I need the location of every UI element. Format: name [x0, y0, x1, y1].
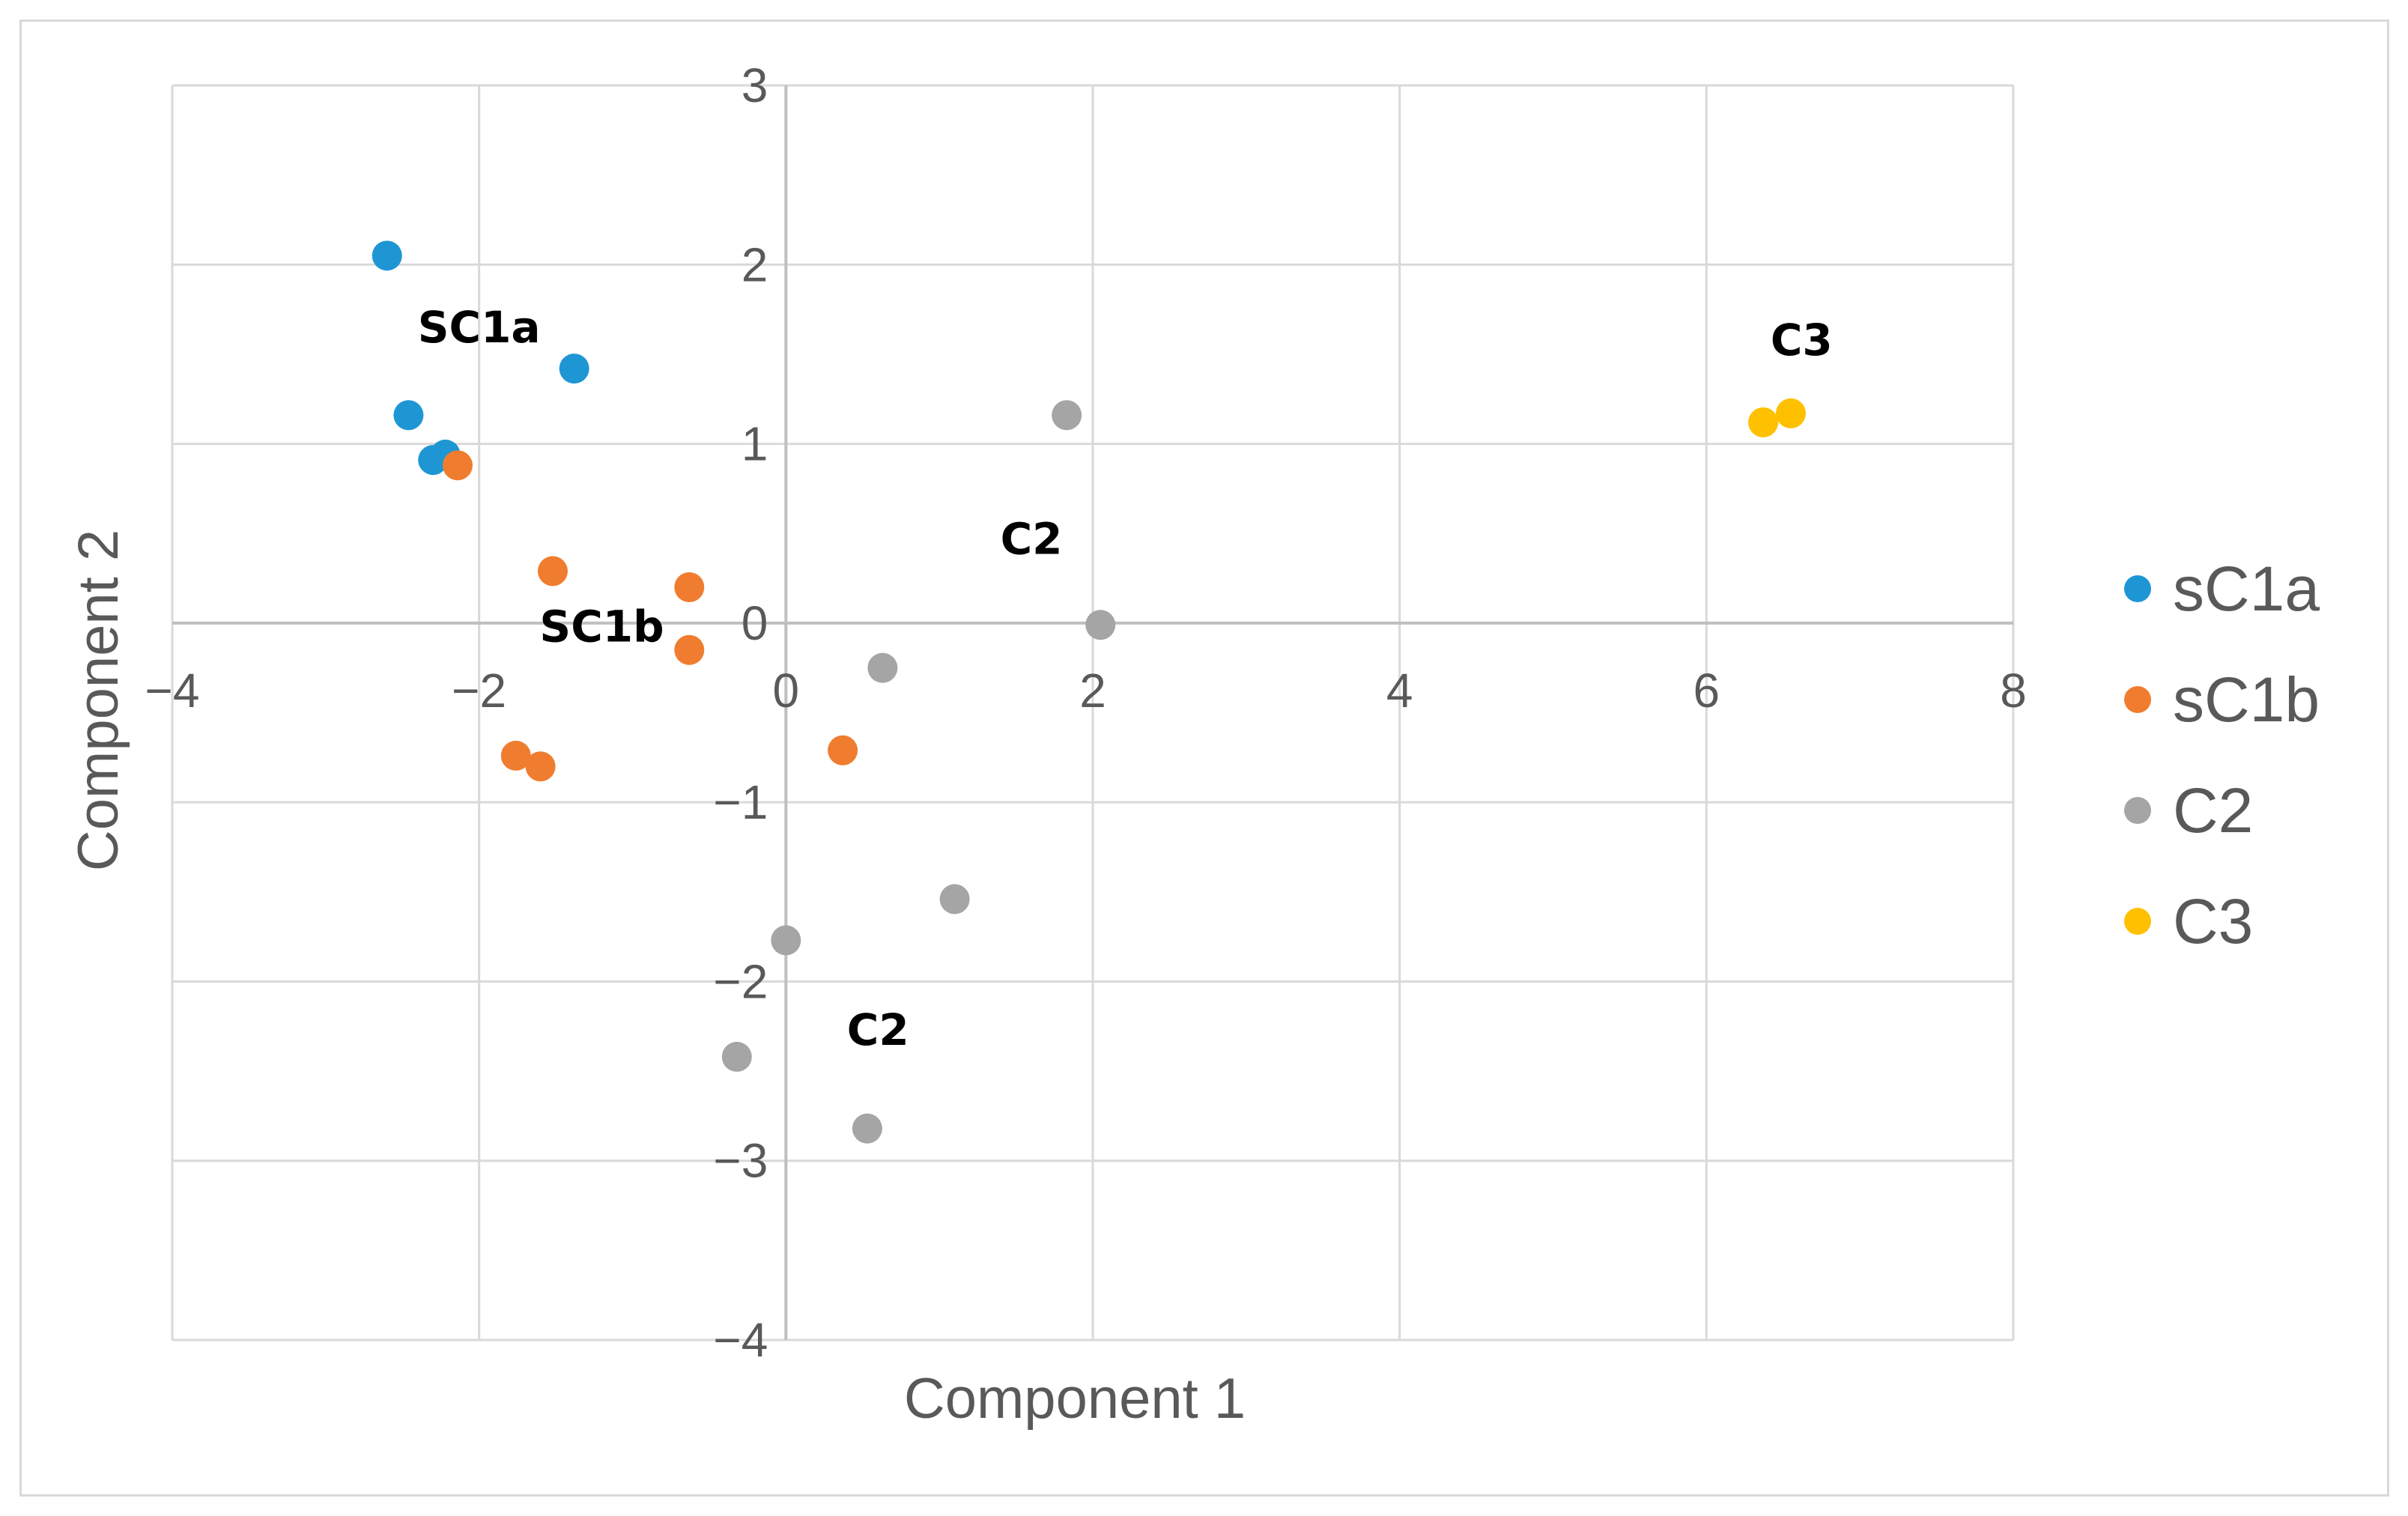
- series-C3: [1748, 398, 1806, 437]
- point-sC1b: [525, 751, 556, 782]
- y-tick-label: 1: [741, 417, 768, 471]
- legend-marker: [2124, 686, 2151, 713]
- legend-item-sC1b: sC1b: [2124, 664, 2320, 735]
- point-C2: [939, 884, 970, 915]
- point-C2: [852, 1113, 882, 1144]
- point-sC1a: [371, 240, 402, 271]
- legend-label: sC1a: [2173, 554, 2320, 624]
- point-C2: [1085, 610, 1116, 640]
- y-tick-label: 0: [741, 596, 768, 650]
- cluster-annotations: SC1a SC1b C2 C2 C3: [418, 302, 1833, 1055]
- x-tick-label: −2: [452, 664, 506, 718]
- point-sC1b: [674, 634, 705, 665]
- legend-label: C3: [2173, 886, 2253, 956]
- legend-marker: [2124, 908, 2151, 935]
- point-C2: [867, 652, 898, 683]
- y-tick-labels: 3 2 1 0 −1 −2 −3 −4: [713, 58, 768, 1367]
- legend-item-C3: C3: [2124, 886, 2253, 956]
- y-tick-label: −2: [713, 954, 768, 1008]
- y-tick-label: 2: [741, 237, 768, 291]
- legend-item-C2: C2: [2124, 775, 2253, 846]
- series-sC1b: [442, 450, 858, 782]
- x-tick-label: 8: [2000, 664, 2027, 718]
- annotation-label: C3: [1771, 315, 1833, 366]
- y-axis-title: Component 2: [67, 530, 130, 871]
- point-sC1b: [500, 740, 531, 771]
- legend-marker: [2124, 575, 2151, 602]
- y-tick-label: −1: [713, 775, 768, 829]
- annotation-label: SC1a: [418, 302, 541, 353]
- legend: sC1a sC1b C2 C3: [2124, 554, 2320, 956]
- annotation-label: SC1b: [539, 601, 664, 652]
- series-C2: [721, 400, 1116, 1144]
- point-C3: [1748, 407, 1779, 437]
- data-points: [371, 240, 1806, 1144]
- x-tick-label: 2: [1079, 664, 1106, 718]
- point-sC1a: [393, 400, 424, 431]
- x-tick-labels: −4 −2 0 2 4 6 8: [145, 664, 2027, 718]
- x-tick-label: −4: [145, 664, 200, 718]
- legend-item-sC1a: sC1a: [2124, 554, 2320, 624]
- point-sC1b: [674, 572, 705, 602]
- point-sC1a: [559, 354, 589, 384]
- y-tick-label: 3: [741, 58, 768, 112]
- series-sC1a: [371, 240, 589, 476]
- x-tick-label: 6: [1693, 664, 1720, 718]
- annotation-label: C2: [1001, 513, 1063, 564]
- point-sC1b: [442, 450, 473, 481]
- y-tick-label: −3: [713, 1134, 768, 1188]
- annotation-label: C2: [847, 1004, 909, 1055]
- point-C2: [1052, 400, 1082, 431]
- y-tick-label: −4: [713, 1313, 768, 1367]
- legend-label: sC1b: [2173, 664, 2320, 735]
- legend-marker: [2124, 797, 2151, 824]
- point-C2: [721, 1041, 752, 1072]
- legend-label: C2: [2173, 775, 2253, 846]
- point-sC1b: [537, 556, 568, 586]
- point-C2: [771, 925, 801, 956]
- grid-lines: [171, 84, 2015, 1341]
- x-tick-label: 0: [773, 664, 800, 718]
- point-C3: [1775, 398, 1806, 428]
- point-sC1b: [828, 735, 858, 765]
- x-axis-title: Component 1: [904, 1367, 1246, 1431]
- x-tick-label: 4: [1386, 664, 1413, 718]
